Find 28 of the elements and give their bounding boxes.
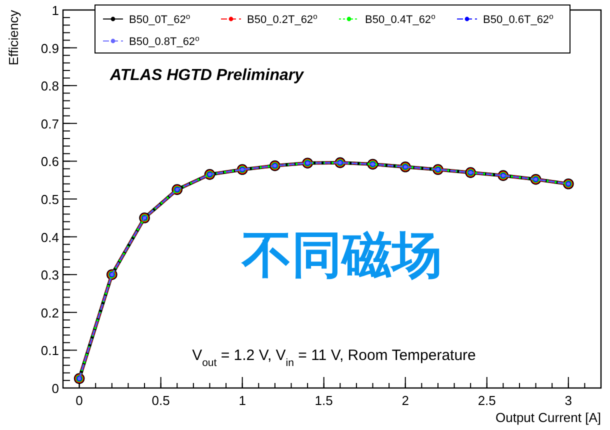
y-axis-title: Efficiency — [6, 10, 21, 66]
annotation: V$_{out}$ = 1.2 V, V$_{in}$ = 11 V, Room Temperature — [192, 347, 476, 369]
x-tick-label: 0.5 — [152, 393, 170, 408]
legend-label: B50_0.8T_62$^{o}$ — [129, 34, 200, 48]
legend-label: B50_0.6T_62$^{o}$ — [483, 12, 554, 26]
x-tick-label: 0 — [76, 393, 83, 408]
y-tick-label: 0.6 — [40, 154, 59, 170]
x-tick-label: 1.5 — [314, 393, 333, 408]
y-tick-label: 0.8 — [40, 78, 59, 94]
x-tick-label: 2 — [402, 393, 409, 408]
y-tick-label: 0.7 — [40, 116, 59, 132]
legend-label: B50_0.2T_62$^{o}$ — [247, 12, 318, 26]
legend-label: B50_0.4T_62$^{o}$ — [365, 12, 436, 26]
x-axis-title: Output Current [A] — [496, 410, 601, 425]
y-tick-label: 0.3 — [40, 268, 59, 283]
y-tick-label: 0.1 — [40, 343, 59, 358]
x-tick-label: 3 — [564, 393, 572, 408]
legend-label: B50_0T_62$^{o}$ — [129, 12, 190, 26]
annotation: ATLAS HGTD Preliminary — [109, 67, 305, 84]
x-tick-label: 1 — [238, 393, 246, 408]
y-tick-label: 0.9 — [40, 40, 59, 56]
y-tick-label: 0 — [52, 381, 59, 396]
y-tick-label: 0.5 — [40, 192, 59, 207]
y-tick-label: 0.4 — [40, 230, 59, 245]
x-tick-label: 2.5 — [478, 393, 496, 408]
annotation: 不同磁场 — [241, 227, 442, 283]
y-tick-label: 1 — [52, 3, 59, 18]
y-tick-label: 0.2 — [40, 305, 59, 320]
